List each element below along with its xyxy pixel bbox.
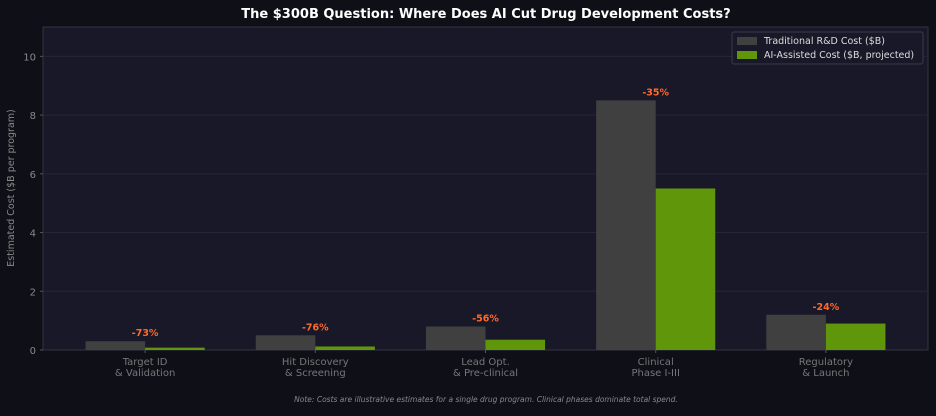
- x-tick-label: & Validation: [115, 368, 175, 379]
- reduction-label: -76%: [302, 322, 329, 333]
- x-tick-label: Regulatory: [799, 357, 853, 368]
- bar-traditional: [425, 326, 486, 350]
- x-tick-label: Target ID: [122, 357, 168, 368]
- x-tick-label: Phase I-III: [631, 368, 679, 379]
- legend-label-ai: AI-Assisted Cost ($B, projected): [764, 50, 914, 61]
- bar-traditional: [596, 100, 656, 350]
- bar-traditional: [255, 335, 316, 350]
- legend-swatch-ai: [737, 51, 757, 59]
- bar-ai-assisted: [825, 323, 886, 350]
- y-tick-label: 2: [30, 287, 36, 298]
- chart-title: The $300B Question: Where Does AI Cut Dr…: [241, 7, 730, 22]
- x-tick-label: Clinical: [638, 357, 674, 368]
- y-tick-label: 8: [30, 111, 36, 122]
- bar-traditional: [85, 341, 146, 350]
- x-tick-label: Hit Discovery: [282, 357, 349, 368]
- x-tick-label: & Screening: [285, 368, 346, 379]
- plot-area: [42, 26, 929, 351]
- reduction-label: -35%: [642, 87, 669, 98]
- reduction-label: -56%: [472, 314, 499, 325]
- reduction-label: -73%: [132, 328, 159, 339]
- reduction-label: -24%: [813, 302, 840, 313]
- bar-traditional: [766, 314, 826, 350]
- y-tick-label: 0: [30, 346, 36, 357]
- x-tick-label: Lead Opt.: [461, 357, 510, 368]
- footnote: Note: Costs are illustrative estimates f…: [294, 395, 678, 404]
- bar-ai-assisted: [145, 347, 205, 350]
- x-tick-label: & Launch: [802, 368, 849, 379]
- y-tick-label: 4: [30, 229, 36, 240]
- bar-ai-assisted: [655, 188, 716, 350]
- y-tick-label: 6: [30, 170, 36, 181]
- legend-swatch-traditional: [737, 37, 757, 45]
- y-tick-label: 10: [23, 52, 36, 63]
- legend-label-traditional: Traditional R&D Cost ($B): [763, 36, 885, 47]
- bar-ai-assisted: [315, 346, 375, 350]
- y-axis-label: Estimated Cost ($B per program): [6, 109, 17, 267]
- legend: Traditional R&D Cost ($B) AI-Assisted Co…: [731, 31, 924, 65]
- x-tick-label: & Pre-clinical: [453, 368, 518, 379]
- bar-ai-assisted: [485, 339, 546, 350]
